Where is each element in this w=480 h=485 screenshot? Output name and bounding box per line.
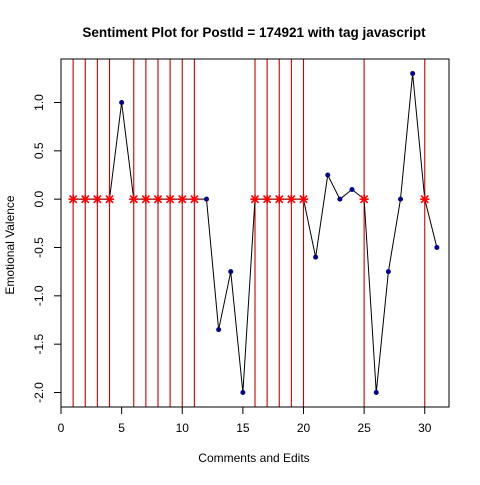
x-tick-label: 10 <box>176 421 190 435</box>
x-axis-label: Comments and Edits <box>198 451 309 465</box>
red-marker-30 <box>420 194 430 204</box>
y-tick-label: -2.0 <box>32 382 46 403</box>
red-marker-6 <box>129 194 139 204</box>
x-axis: 0 5 10 15 20 25 30 <box>58 406 432 435</box>
x-tick-label: 15 <box>236 421 250 435</box>
data-point-21 <box>313 254 319 260</box>
red-marker-19 <box>286 194 296 204</box>
data-point-5 <box>119 100 125 105</box>
red-marker-4 <box>104 194 115 204</box>
red-marker-18 <box>274 194 284 204</box>
y-tick-label: -1.0 <box>32 285 46 306</box>
x-tick-label: 20 <box>297 421 311 435</box>
red-marker-17 <box>262 194 272 204</box>
red-marker-1 <box>68 194 78 204</box>
x-tick-label: 25 <box>357 421 371 435</box>
y-tick-label: -1.5 <box>32 334 46 355</box>
y-axis-label: Emotional Valence <box>3 195 17 294</box>
data-point-28 <box>398 196 403 202</box>
data-point-12 <box>204 196 209 202</box>
data-point-13 <box>216 327 222 333</box>
data-points <box>119 71 440 395</box>
red-marker-2 <box>80 194 90 204</box>
data-point-26 <box>373 390 379 395</box>
data-point-27 <box>385 269 391 275</box>
red-marker-25 <box>359 194 369 204</box>
data-point-29 <box>410 71 416 76</box>
data-point-31 <box>434 245 440 250</box>
y-tick-label: -0.5 <box>32 237 46 258</box>
red-marker-8 <box>153 194 163 204</box>
data-point-22 <box>325 172 331 178</box>
x-tick-label: 30 <box>418 421 432 435</box>
red-marker-7 <box>141 194 151 204</box>
x-tick-label: 5 <box>118 421 125 435</box>
y-tick-label: 0.0 <box>32 191 46 208</box>
marker-vlines <box>72 59 426 407</box>
y-tick-label: 0.5 <box>32 142 46 159</box>
x-tick-label: 0 <box>58 421 65 435</box>
y-axis: -2.0 -1.5 -1.0 -0.5 0.0 0.5 1.0 <box>32 94 62 403</box>
chart-title: Sentiment Plot for PostId = 174921 with … <box>82 25 426 40</box>
red-marker-20 <box>298 194 309 204</box>
red-marker-10 <box>177 194 187 204</box>
data-point-23 <box>337 196 343 202</box>
red-marker-11 <box>189 194 199 204</box>
red-marker-16 <box>250 194 260 204</box>
red-marker-9 <box>165 194 175 204</box>
data-point-14 <box>228 269 234 275</box>
red-markers <box>68 194 430 204</box>
y-tick-label: 1.0 <box>32 94 46 111</box>
data-point-24 <box>349 187 355 192</box>
data-point-15 <box>240 390 246 395</box>
red-marker-3 <box>92 194 102 204</box>
